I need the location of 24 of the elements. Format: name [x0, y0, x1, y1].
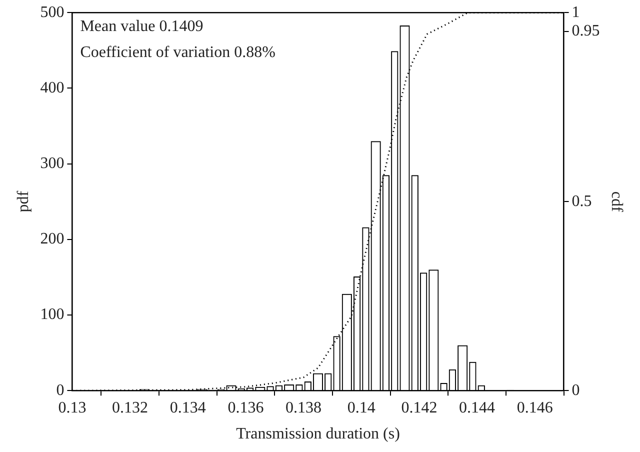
annotation: Mean value 0.1409 — [80, 18, 204, 35]
x-axis-title: Transmission duration (s) — [236, 426, 400, 443]
y-tick-label: 200 — [40, 230, 64, 248]
y-tick-label: 400 — [40, 79, 64, 96]
x-tick-label: 0.134 — [170, 399, 206, 416]
y-tick-label: 300 — [40, 155, 64, 172]
x-tick-label: 0.136 — [228, 399, 264, 416]
y2-tick-label: 0.5 — [572, 192, 592, 210]
x-tick-label: 0.144 — [459, 399, 496, 416]
y-tick-label: 0 — [56, 382, 64, 399]
x-tick-label: 0.146 — [516, 399, 553, 416]
y2-tick-label: 1 — [572, 4, 580, 21]
y-axis-title: pdf — [14, 190, 32, 212]
x-tick-label: 0.138 — [286, 399, 322, 416]
x-tick-label: 0.14 — [347, 399, 376, 416]
x-tick-label: 0.142 — [401, 399, 438, 416]
x-tick-label: 0.13 — [58, 399, 86, 416]
y-tick-label: 500 — [40, 4, 64, 21]
y2-tick-label: 0.95 — [572, 22, 600, 40]
y2-axis-title: cdf — [608, 191, 626, 212]
y-tick-label: 100 — [40, 306, 64, 324]
x-tick-label: 0.132 — [112, 399, 148, 416]
y2-tick-label: 0 — [572, 382, 580, 399]
annotation: Coefficient of variation 0.88% — [80, 44, 276, 61]
